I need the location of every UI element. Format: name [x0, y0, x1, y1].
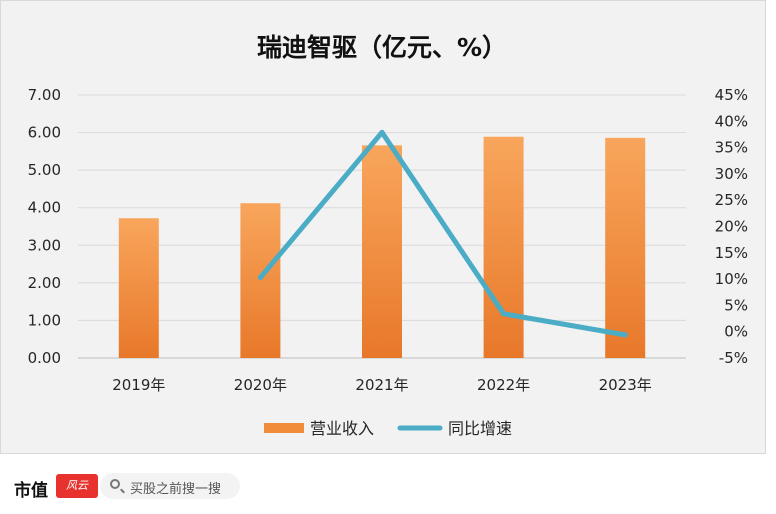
- brand-logo-text: 市值: [14, 481, 48, 501]
- y-right-tick-label: 20%: [715, 218, 748, 236]
- y-right-tick-label: 35%: [715, 139, 748, 157]
- y-left-tick-label: 3.00: [28, 236, 61, 254]
- line-point: [622, 332, 628, 338]
- legend-label: 营业收入: [310, 419, 374, 438]
- growth-line: [257, 129, 628, 338]
- x-tick-label: 2023年: [599, 376, 652, 394]
- line-point: [379, 129, 385, 135]
- brand-badge: 风云: [56, 474, 98, 498]
- legend-label: 同比增速: [448, 419, 512, 438]
- chart-title: 瑞迪智驱（亿元、%）: [257, 33, 507, 62]
- y-right-tick-label: 10%: [715, 270, 748, 288]
- y-right-tick-label: 40%: [715, 112, 748, 130]
- search-placeholder: 买股之前搜一搜: [130, 482, 222, 497]
- line-point: [501, 311, 507, 317]
- y-right-tick-label: 25%: [715, 191, 748, 209]
- y-left-tick-label: 1.00: [28, 311, 61, 329]
- bar: [118, 218, 159, 358]
- bar: [362, 145, 402, 358]
- y-right-tick-label: 5%: [724, 296, 748, 314]
- line-point: [257, 275, 263, 281]
- y-left-tick-label: 2.00: [28, 274, 61, 292]
- bar: [483, 136, 524, 358]
- y-left-tick-label: 5.00: [28, 161, 61, 179]
- y-left-tick-label: 4.00: [28, 199, 61, 217]
- search-icon: [110, 479, 120, 489]
- y-right-tick-label: 45%: [715, 86, 748, 104]
- search-box[interactable]: 买股之前搜一搜: [100, 473, 240, 499]
- bar: [240, 203, 281, 358]
- y-left-tick-label: 6.00: [28, 124, 61, 142]
- y-right-tick-label: 30%: [715, 165, 748, 183]
- y-left-tick-label: 7.00: [28, 86, 61, 104]
- y-left-tick-label: 0.00: [28, 349, 61, 367]
- y-right-tick-label: 0%: [724, 323, 748, 341]
- x-tick-label: 2019年: [112, 376, 165, 394]
- combo-chart: 瑞迪智驱（亿元、%） 0.00 1.00 2.00 3.00 4.00 5.00 6.00 7…: [28, 33, 748, 438]
- x-tick-label: 2022年: [477, 376, 530, 394]
- legend-swatch-bar: [264, 423, 304, 433]
- footer-bar: 市值 风云 买股之前搜一搜: [0, 464, 776, 514]
- y-right-tick-label: 15%: [715, 244, 748, 262]
- bar: [605, 137, 646, 358]
- y-right-tick-label: -5%: [719, 349, 748, 367]
- x-tick-label: 2020年: [234, 376, 287, 394]
- x-tick-label: 2021年: [355, 376, 408, 394]
